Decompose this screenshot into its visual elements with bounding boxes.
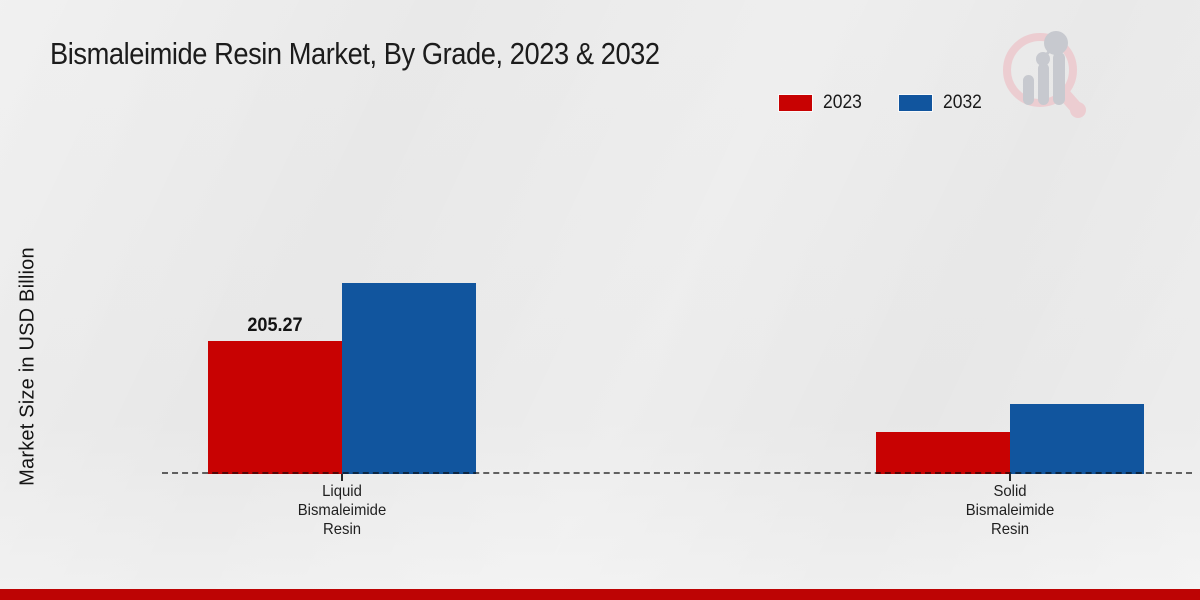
legend-item-2032: 2032 xyxy=(899,92,985,114)
legend-swatch-2032 xyxy=(899,95,933,111)
bar-2023-liquid-bismaleimide-resin xyxy=(208,341,342,474)
chart-title: Bismaleimide Resin Market, By Grade, 202… xyxy=(50,36,660,71)
bar-2032-solid-bismaleimide-resin xyxy=(1010,404,1144,474)
legend-item-2023: 2023 xyxy=(779,92,865,114)
footer-accent-stripe xyxy=(0,589,1200,600)
bar-2032-liquid-bismaleimide-resin xyxy=(342,283,476,474)
magnifier-bar-chart-logo-watermark xyxy=(1003,31,1086,118)
category-label-solid-bismaleimide-resin: Solid Bismaleimide Resin xyxy=(965,483,1055,538)
legend-label-2032: 2032 xyxy=(943,92,983,113)
x-axis-tick-liquid-bismaleimide-resin xyxy=(341,474,343,481)
x-axis-tick-solid-bismaleimide-resin xyxy=(1009,474,1011,481)
bar-value-label: 205.27 xyxy=(247,315,303,336)
legend-label-2023: 2023 xyxy=(823,92,862,113)
chart-legend: 2023 2032 xyxy=(779,92,986,114)
legend-swatch-2023 xyxy=(779,95,812,111)
x-axis-baseline xyxy=(162,472,1192,474)
category-label-liquid-bismaleimide-resin: Liquid Bismaleimide Resin xyxy=(297,483,387,538)
bar-2023-solid-bismaleimide-resin xyxy=(876,432,1010,474)
